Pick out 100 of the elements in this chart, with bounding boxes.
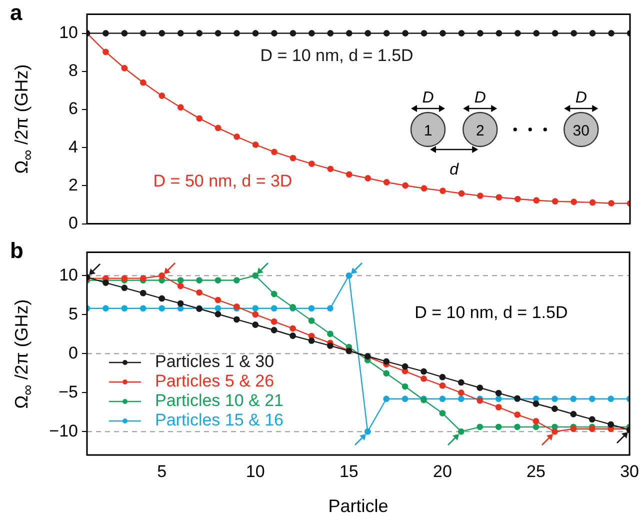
annotation: D <box>575 89 588 106</box>
point <box>270 305 278 312</box>
annotation: 30 <box>572 122 590 140</box>
x-tick-label: 15 <box>339 462 358 481</box>
point <box>439 410 446 416</box>
point <box>383 358 390 365</box>
x-tick-label: 25 <box>526 462 546 481</box>
point <box>196 289 202 296</box>
point <box>214 296 222 304</box>
point <box>458 30 465 36</box>
point <box>420 376 427 382</box>
chart-title: a <box>10 0 22 26</box>
x-axis-title: Particle <box>328 496 388 516</box>
point <box>177 300 184 307</box>
point <box>532 400 540 407</box>
point <box>346 272 352 279</box>
point <box>158 92 166 99</box>
point <box>514 196 521 202</box>
point <box>271 148 278 156</box>
point <box>252 30 259 36</box>
point <box>140 290 146 296</box>
y-tick-label: 10 <box>59 265 78 284</box>
point <box>252 305 259 312</box>
point <box>440 188 446 194</box>
x-tick-label: 10 <box>246 462 265 481</box>
annotation: 1 <box>424 122 432 140</box>
legend-label: Particles 5 & 26 <box>155 372 274 391</box>
point <box>364 30 372 36</box>
point <box>439 382 446 389</box>
point <box>458 379 464 386</box>
point <box>214 305 222 312</box>
series-label: D = 50 nm, d = 3D <box>153 172 292 191</box>
legend-label: Particles 15 & 16 <box>155 410 284 430</box>
point <box>346 171 352 178</box>
point <box>177 282 184 290</box>
x-tick-label: 20 <box>433 462 452 481</box>
annotation: D = 10 nm, d = 1.5D <box>414 303 568 324</box>
point <box>308 317 315 324</box>
point <box>402 363 408 370</box>
point <box>589 30 596 36</box>
point <box>308 338 315 344</box>
point <box>552 428 558 435</box>
point <box>495 396 502 402</box>
point <box>290 154 296 162</box>
point <box>140 79 146 86</box>
point <box>495 424 502 430</box>
point <box>233 316 240 323</box>
point <box>570 410 577 418</box>
legend-label: Particles 10 & 21 <box>155 391 284 410</box>
point <box>458 428 464 435</box>
annotation: 2 <box>476 122 484 140</box>
point <box>383 396 390 402</box>
point <box>121 30 128 36</box>
point <box>477 30 484 36</box>
point <box>402 30 409 36</box>
point <box>290 30 296 36</box>
annotation: d <box>450 161 460 178</box>
point <box>140 30 146 36</box>
point <box>533 30 540 36</box>
y-tick-label: −10 <box>49 421 78 440</box>
x-tick-label: 30 <box>620 462 640 481</box>
point <box>102 305 109 312</box>
point <box>196 30 203 36</box>
point <box>458 390 464 396</box>
point <box>252 322 259 328</box>
annotation: D <box>422 89 434 106</box>
point <box>102 280 109 286</box>
point <box>533 197 540 204</box>
point <box>177 30 184 36</box>
point <box>588 396 596 402</box>
point <box>608 421 614 428</box>
y-tick-label: 6 <box>68 99 78 118</box>
point <box>196 277 202 284</box>
point <box>608 200 614 206</box>
point <box>121 284 128 292</box>
point <box>177 277 184 284</box>
point <box>496 30 502 36</box>
point <box>383 30 390 36</box>
annotation: D <box>474 89 486 106</box>
point <box>196 115 203 122</box>
point <box>402 383 408 390</box>
point <box>270 326 278 334</box>
point <box>121 305 128 312</box>
point <box>364 175 372 182</box>
point <box>290 325 296 332</box>
y-tick-label: 0 <box>68 213 78 232</box>
point <box>121 64 128 72</box>
point <box>327 342 334 349</box>
point <box>495 404 502 410</box>
point <box>234 30 240 36</box>
point <box>608 396 614 402</box>
y-tick-label: 4 <box>68 137 78 156</box>
y-tick-label: −5 <box>58 382 78 402</box>
y-tick-label: 10 <box>59 22 78 42</box>
point <box>420 30 428 36</box>
point <box>570 30 578 36</box>
point <box>290 332 296 339</box>
series-label: D = 10 nm, d = 1.5D <box>260 46 414 65</box>
x-tick-label: 5 <box>157 462 167 481</box>
point <box>495 390 502 396</box>
